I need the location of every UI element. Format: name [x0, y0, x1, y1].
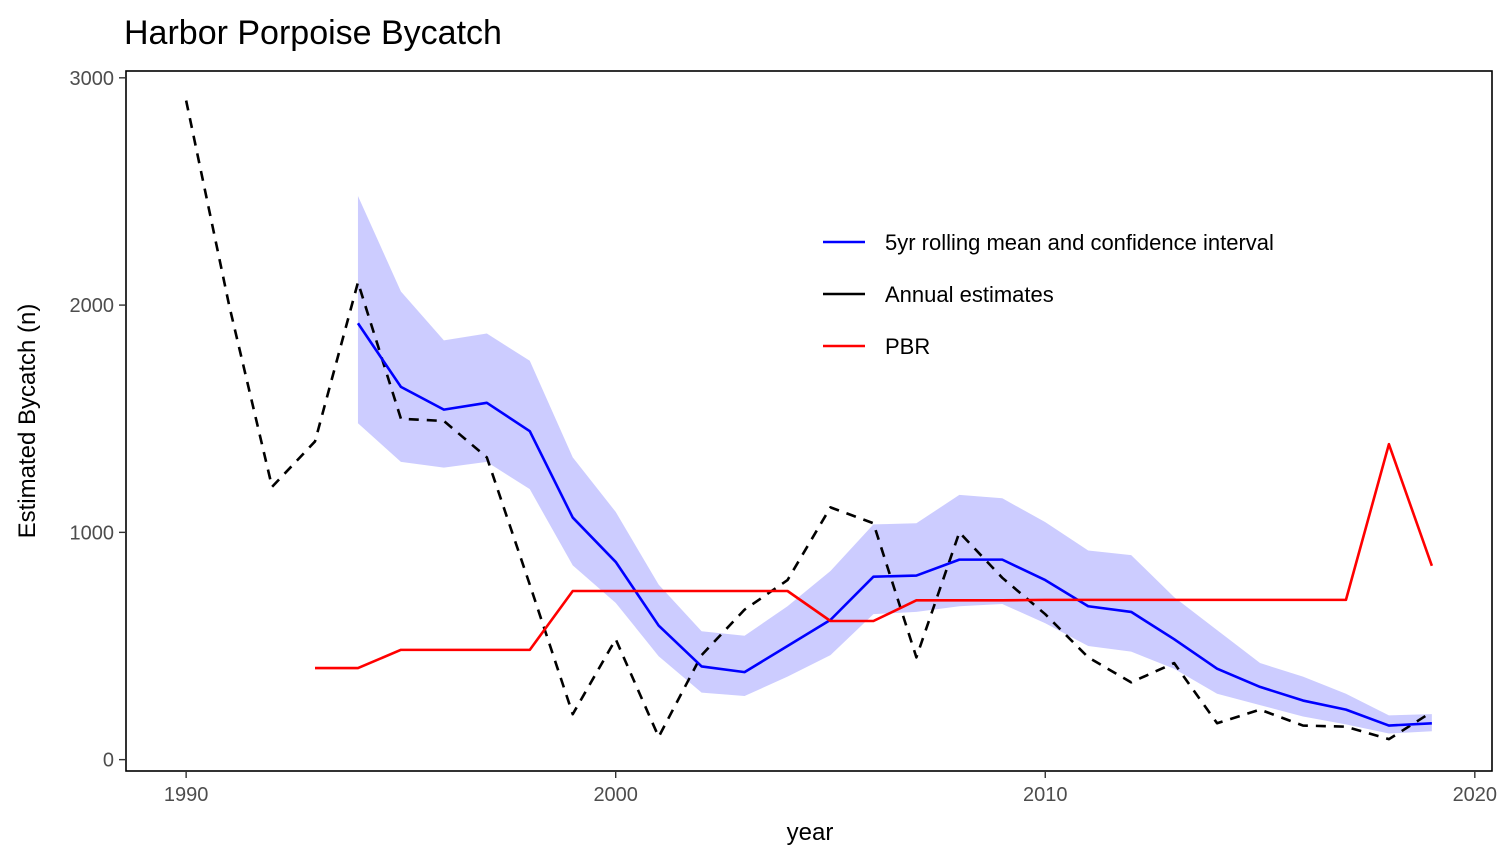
plot-area — [184, 100, 1434, 741]
axes: 1990 2000 2010 2020 0 1000 2000 3000 — [70, 68, 1498, 806]
plot-panel-border — [125, 70, 1493, 772]
legend-label: PBR — [885, 334, 930, 359]
x-tick-label: 1990 — [164, 784, 209, 806]
legend-label: Annual estimates — [885, 282, 1054, 307]
legend-label: 5yr rolling mean and confidence interval — [885, 230, 1274, 255]
y-tick-label: 2000 — [70, 295, 115, 317]
pbr-line — [315, 442, 1434, 670]
x-tick-label: 2020 — [1453, 784, 1498, 806]
y-tick-label: 3000 — [70, 68, 115, 90]
x-axis-title: year — [787, 819, 834, 846]
y-tick-label: 0 — [103, 750, 114, 772]
chart-title: Harbor Porpoise Bycatch — [124, 14, 502, 52]
x-tick-label: 2010 — [1023, 784, 1068, 806]
rolling-mean-line — [356, 322, 1432, 727]
annual-estimates-line — [184, 100, 1433, 741]
y-tick-label: 1000 — [70, 522, 115, 544]
confidence-ribbon — [357, 196, 1432, 734]
x-tick-label: 2000 — [593, 784, 638, 806]
legend: 5yr rolling mean and confidence interval… — [823, 230, 1274, 359]
y-axis-title: Estimated Bycatch (n) — [14, 304, 41, 539]
